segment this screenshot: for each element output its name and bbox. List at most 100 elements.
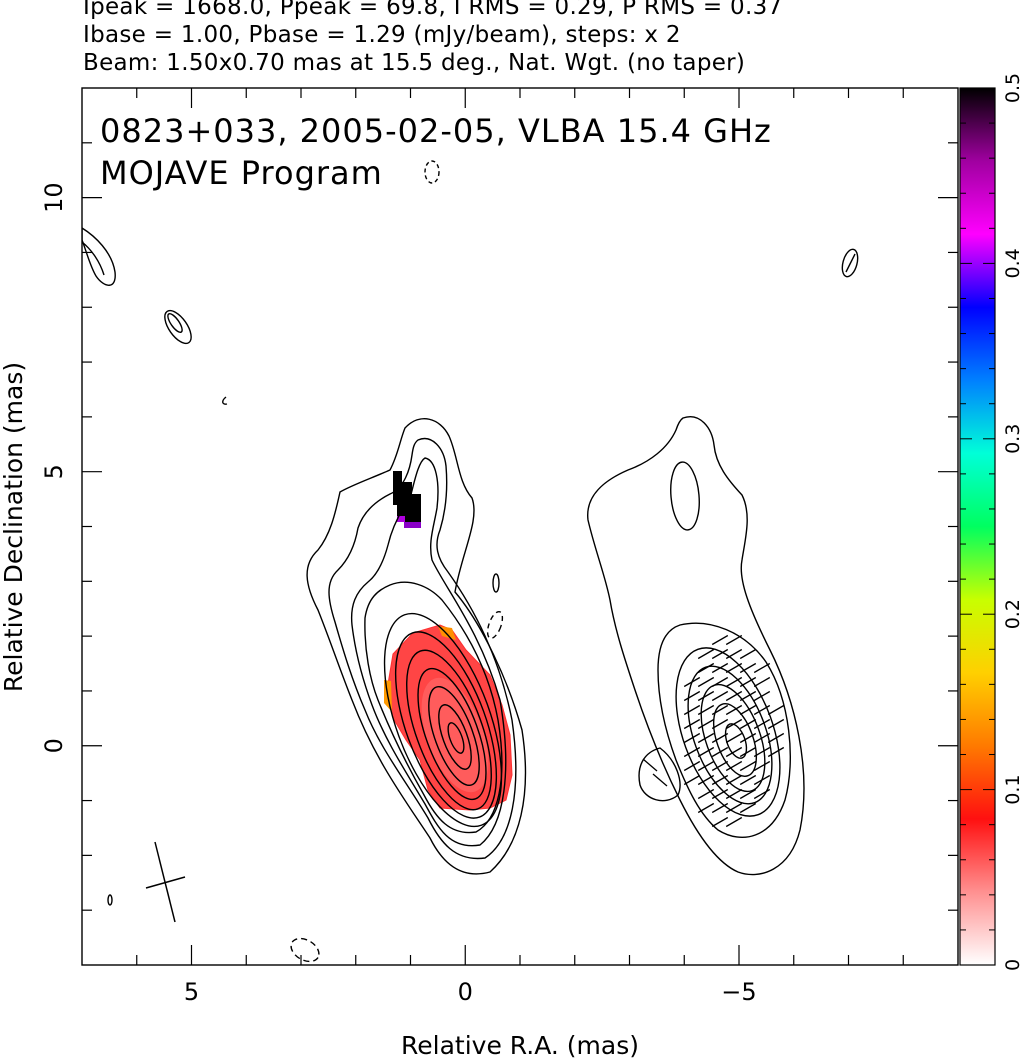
y-axis-ticks: 0 5 10 bbox=[40, 142, 958, 911]
evpa-vector bbox=[683, 760, 701, 772]
evpa-vector bbox=[697, 676, 715, 688]
evpa-vector bbox=[711, 760, 729, 772]
contour-3 bbox=[350, 457, 507, 847]
contour-small-5 bbox=[167, 313, 183, 333]
x-tick-label: −5 bbox=[721, 978, 756, 1006]
evpa-vector bbox=[711, 690, 729, 702]
evpa-vector bbox=[711, 802, 729, 814]
evpa-vector bbox=[697, 690, 715, 702]
evpa-vector bbox=[739, 648, 757, 660]
contour-10 bbox=[438, 704, 472, 770]
evpa-vector bbox=[683, 746, 701, 758]
plot-contents: 0823+033, 2005-02-05, VLBA 15.4 GHz MOJA… bbox=[82, 112, 859, 963]
evpa-vector bbox=[753, 774, 771, 786]
evpa-vector bbox=[683, 718, 701, 730]
x-axis-label: Relative R.A. (mas) bbox=[401, 1031, 639, 1060]
plot-title: 0823+033, 2005-02-05, VLBA 15.4 GHz bbox=[100, 112, 772, 150]
right-panel-contours bbox=[587, 416, 805, 876]
evpa-vector bbox=[725, 662, 743, 674]
plot-subtitle: MOJAVE Program bbox=[100, 154, 383, 192]
evpa-vector bbox=[652, 773, 668, 787]
contour-7 bbox=[406, 649, 492, 811]
colorbar-tick-label: 0.3 bbox=[1002, 424, 1021, 454]
right-contour-knot bbox=[670, 461, 700, 531]
header-line-3: Beam: 1.50x0.70 mas at 15.5 deg., Nat. W… bbox=[83, 50, 746, 76]
contour-small-3 bbox=[82, 241, 105, 276]
left-panel-contours bbox=[82, 160, 859, 963]
colorbar-tick-label: 0.1 bbox=[1002, 774, 1021, 804]
evpa-vector bbox=[753, 746, 771, 758]
evpa-vector bbox=[697, 760, 715, 772]
evpa-vector bbox=[697, 718, 715, 730]
contour-8 bbox=[417, 667, 487, 801]
evpa-vector bbox=[697, 648, 715, 660]
y-tick-label: 5 bbox=[40, 464, 68, 479]
contour-6 bbox=[394, 631, 498, 819]
evpa-vector bbox=[739, 788, 757, 800]
evpa-vector bbox=[725, 718, 743, 730]
evpa-vector bbox=[753, 718, 771, 730]
evpa-vector bbox=[683, 704, 701, 716]
beam-cross bbox=[145, 841, 186, 923]
evpa-vector bbox=[739, 732, 757, 744]
evpa-vector bbox=[725, 676, 743, 688]
evpa-vector bbox=[725, 648, 743, 660]
evpa-vector bbox=[697, 732, 715, 744]
colorbar-tick-label: 0.4 bbox=[1002, 248, 1021, 278]
evpa-vector bbox=[711, 634, 729, 646]
right-contour-outer bbox=[587, 416, 805, 876]
evpa-vector bbox=[739, 774, 757, 786]
evpa-vector bbox=[767, 718, 785, 730]
right-contour-6 bbox=[712, 703, 758, 777]
evpa-vector bbox=[767, 746, 785, 758]
contour-5 bbox=[383, 612, 503, 828]
contour-11 bbox=[447, 722, 465, 754]
colorbar-tick-label: 0.2 bbox=[1002, 599, 1021, 629]
x-tick-label: 0 bbox=[458, 978, 473, 1006]
header-line-1: Ipeak = 1668.0, Ppeak = 69.8, I RMS = 0.… bbox=[83, 0, 783, 20]
colorbar-tick-label: 0.5 bbox=[1002, 73, 1021, 103]
x-axis-ticks: 5 0 −5 bbox=[136, 88, 904, 1006]
colorbar-ticks: 0 0.1 0.2 0.3 0.4 0.5 bbox=[960, 73, 1021, 971]
evpa-vector bbox=[725, 746, 743, 758]
right-contour-7 bbox=[724, 723, 748, 759]
contour-small-2 bbox=[82, 227, 116, 286]
evpa-vector bbox=[697, 802, 715, 814]
knot-polarization-edge-2 bbox=[397, 516, 405, 522]
y-tick-label: 0 bbox=[40, 738, 68, 753]
beam-minor-axis bbox=[145, 876, 186, 889]
evpa-vector bbox=[767, 704, 785, 716]
evpa-vector bbox=[739, 746, 757, 758]
contour-small-8-inner bbox=[845, 253, 856, 273]
evpa-vector bbox=[697, 704, 715, 716]
evpa-vector bbox=[711, 676, 729, 688]
evpa-vector bbox=[739, 676, 757, 688]
evpa-vector bbox=[683, 732, 701, 744]
contour-outer bbox=[306, 418, 527, 875]
evpa-vector bbox=[739, 662, 757, 674]
evpa-vector bbox=[711, 746, 729, 758]
evpa-vector bbox=[697, 774, 715, 786]
contour-negative-2 bbox=[424, 160, 440, 184]
evpa-vector bbox=[711, 704, 729, 716]
evpa-vector bbox=[725, 816, 743, 828]
header-line-2: Ibase = 1.00, Pbase = 1.29 (mJy/beam), s… bbox=[83, 22, 681, 48]
y-axis-label: Relative Declination (mas) bbox=[0, 362, 28, 692]
contour-small-7 bbox=[107, 894, 113, 906]
contour-small-8 bbox=[841, 248, 859, 278]
evpa-vectors bbox=[642, 634, 785, 828]
colorbar-tick-label: 0 bbox=[1002, 959, 1021, 971]
evpa-vector bbox=[753, 662, 771, 674]
evpa-vector bbox=[711, 816, 729, 828]
knot-polarization-edge bbox=[404, 522, 421, 528]
evpa-vector bbox=[711, 662, 729, 674]
evpa-vector bbox=[711, 788, 729, 800]
contour-2 bbox=[328, 437, 517, 860]
evpa-vector bbox=[725, 732, 743, 744]
evpa-vector bbox=[725, 704, 743, 716]
contour-small-1 bbox=[492, 573, 500, 593]
evpa-vector bbox=[683, 690, 701, 702]
contour-small-4 bbox=[164, 309, 192, 345]
colorbar bbox=[959, 87, 996, 966]
